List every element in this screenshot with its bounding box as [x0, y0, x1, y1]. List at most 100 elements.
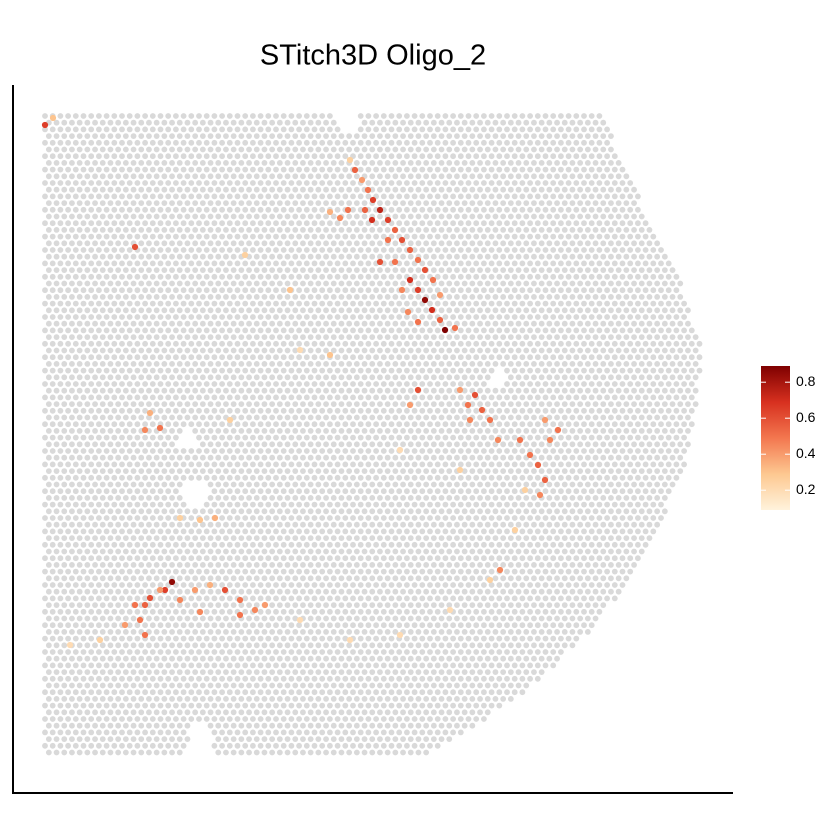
spot	[241, 251, 249, 259]
spot	[486, 576, 494, 584]
spot	[196, 608, 204, 616]
spot	[464, 401, 472, 409]
spot	[406, 276, 414, 284]
spot	[436, 316, 444, 324]
spot	[41, 121, 49, 129]
spot	[376, 206, 384, 214]
spot	[136, 616, 144, 624]
spot	[156, 586, 164, 594]
spot	[486, 416, 494, 424]
spot	[49, 114, 57, 122]
spot	[336, 214, 344, 222]
spot	[369, 196, 377, 204]
spot	[511, 526, 519, 534]
spot	[446, 606, 454, 614]
background-spots	[42, 113, 703, 756]
spot	[368, 216, 376, 224]
spot	[261, 601, 269, 609]
spot	[451, 324, 459, 332]
spot	[436, 291, 444, 299]
colorbar-tick-label: 0.2	[796, 481, 816, 497]
spot	[161, 586, 169, 594]
spot	[494, 436, 502, 444]
spot	[131, 601, 139, 609]
colorbar-tick-label: 0.4	[796, 445, 816, 461]
spot	[141, 426, 149, 434]
spot	[414, 256, 422, 264]
spot	[406, 401, 414, 409]
spot	[211, 514, 219, 522]
spot	[541, 476, 549, 484]
colorbar-tick-label: 0.8	[796, 373, 816, 389]
spot	[326, 208, 334, 216]
spot	[376, 258, 384, 266]
spot	[541, 416, 549, 424]
spot	[146, 594, 154, 602]
spot	[196, 516, 204, 524]
spots	[41, 114, 562, 649]
colorbar-gradient	[761, 366, 790, 510]
spot	[526, 451, 534, 459]
spot	[554, 426, 562, 434]
spot	[428, 306, 436, 314]
spot	[236, 611, 244, 619]
spot	[421, 266, 429, 274]
spot	[326, 351, 334, 359]
spot	[351, 166, 359, 174]
spot	[191, 586, 199, 594]
spot	[66, 641, 74, 649]
spot	[384, 216, 392, 224]
spot	[391, 258, 399, 266]
spot	[536, 491, 544, 499]
spot	[414, 286, 422, 294]
spot	[398, 236, 406, 244]
spot	[396, 631, 404, 639]
spot	[168, 578, 176, 586]
spot	[141, 631, 149, 639]
spot	[441, 326, 449, 334]
spot	[414, 318, 422, 326]
colorbar: 0.2 0.4 0.6 0.8	[761, 366, 816, 510]
spot	[346, 636, 354, 644]
spot	[414, 386, 422, 394]
spot	[296, 346, 304, 354]
spot	[396, 446, 404, 454]
spot	[421, 296, 429, 304]
spot	[346, 156, 354, 164]
spot	[466, 416, 474, 424]
spot	[496, 566, 504, 574]
colorbar-tick-label: 0.6	[796, 409, 816, 425]
spot	[286, 286, 294, 294]
spot	[176, 596, 184, 604]
spot	[176, 514, 184, 522]
spot	[516, 436, 524, 444]
spot	[131, 243, 139, 251]
chart-title: STitch3D Oligo_2	[260, 40, 486, 72]
spot	[429, 276, 437, 284]
spot	[206, 581, 214, 589]
spot	[344, 206, 352, 214]
spot	[534, 461, 542, 469]
spot	[121, 621, 129, 629]
spot	[251, 606, 259, 614]
spot	[146, 409, 154, 417]
spot	[96, 636, 104, 644]
spot	[404, 308, 412, 316]
spot	[236, 596, 244, 604]
spot	[471, 391, 479, 399]
spot	[521, 486, 529, 494]
spot	[361, 206, 369, 214]
spot	[296, 616, 304, 624]
spot	[478, 406, 486, 414]
spot	[221, 586, 229, 594]
spot	[364, 186, 372, 194]
spot	[456, 386, 464, 394]
spot	[226, 416, 234, 424]
spot	[406, 246, 414, 254]
spot	[384, 236, 392, 244]
spot	[156, 424, 164, 432]
spot	[141, 601, 149, 609]
spot	[398, 286, 406, 294]
spot	[546, 436, 554, 444]
